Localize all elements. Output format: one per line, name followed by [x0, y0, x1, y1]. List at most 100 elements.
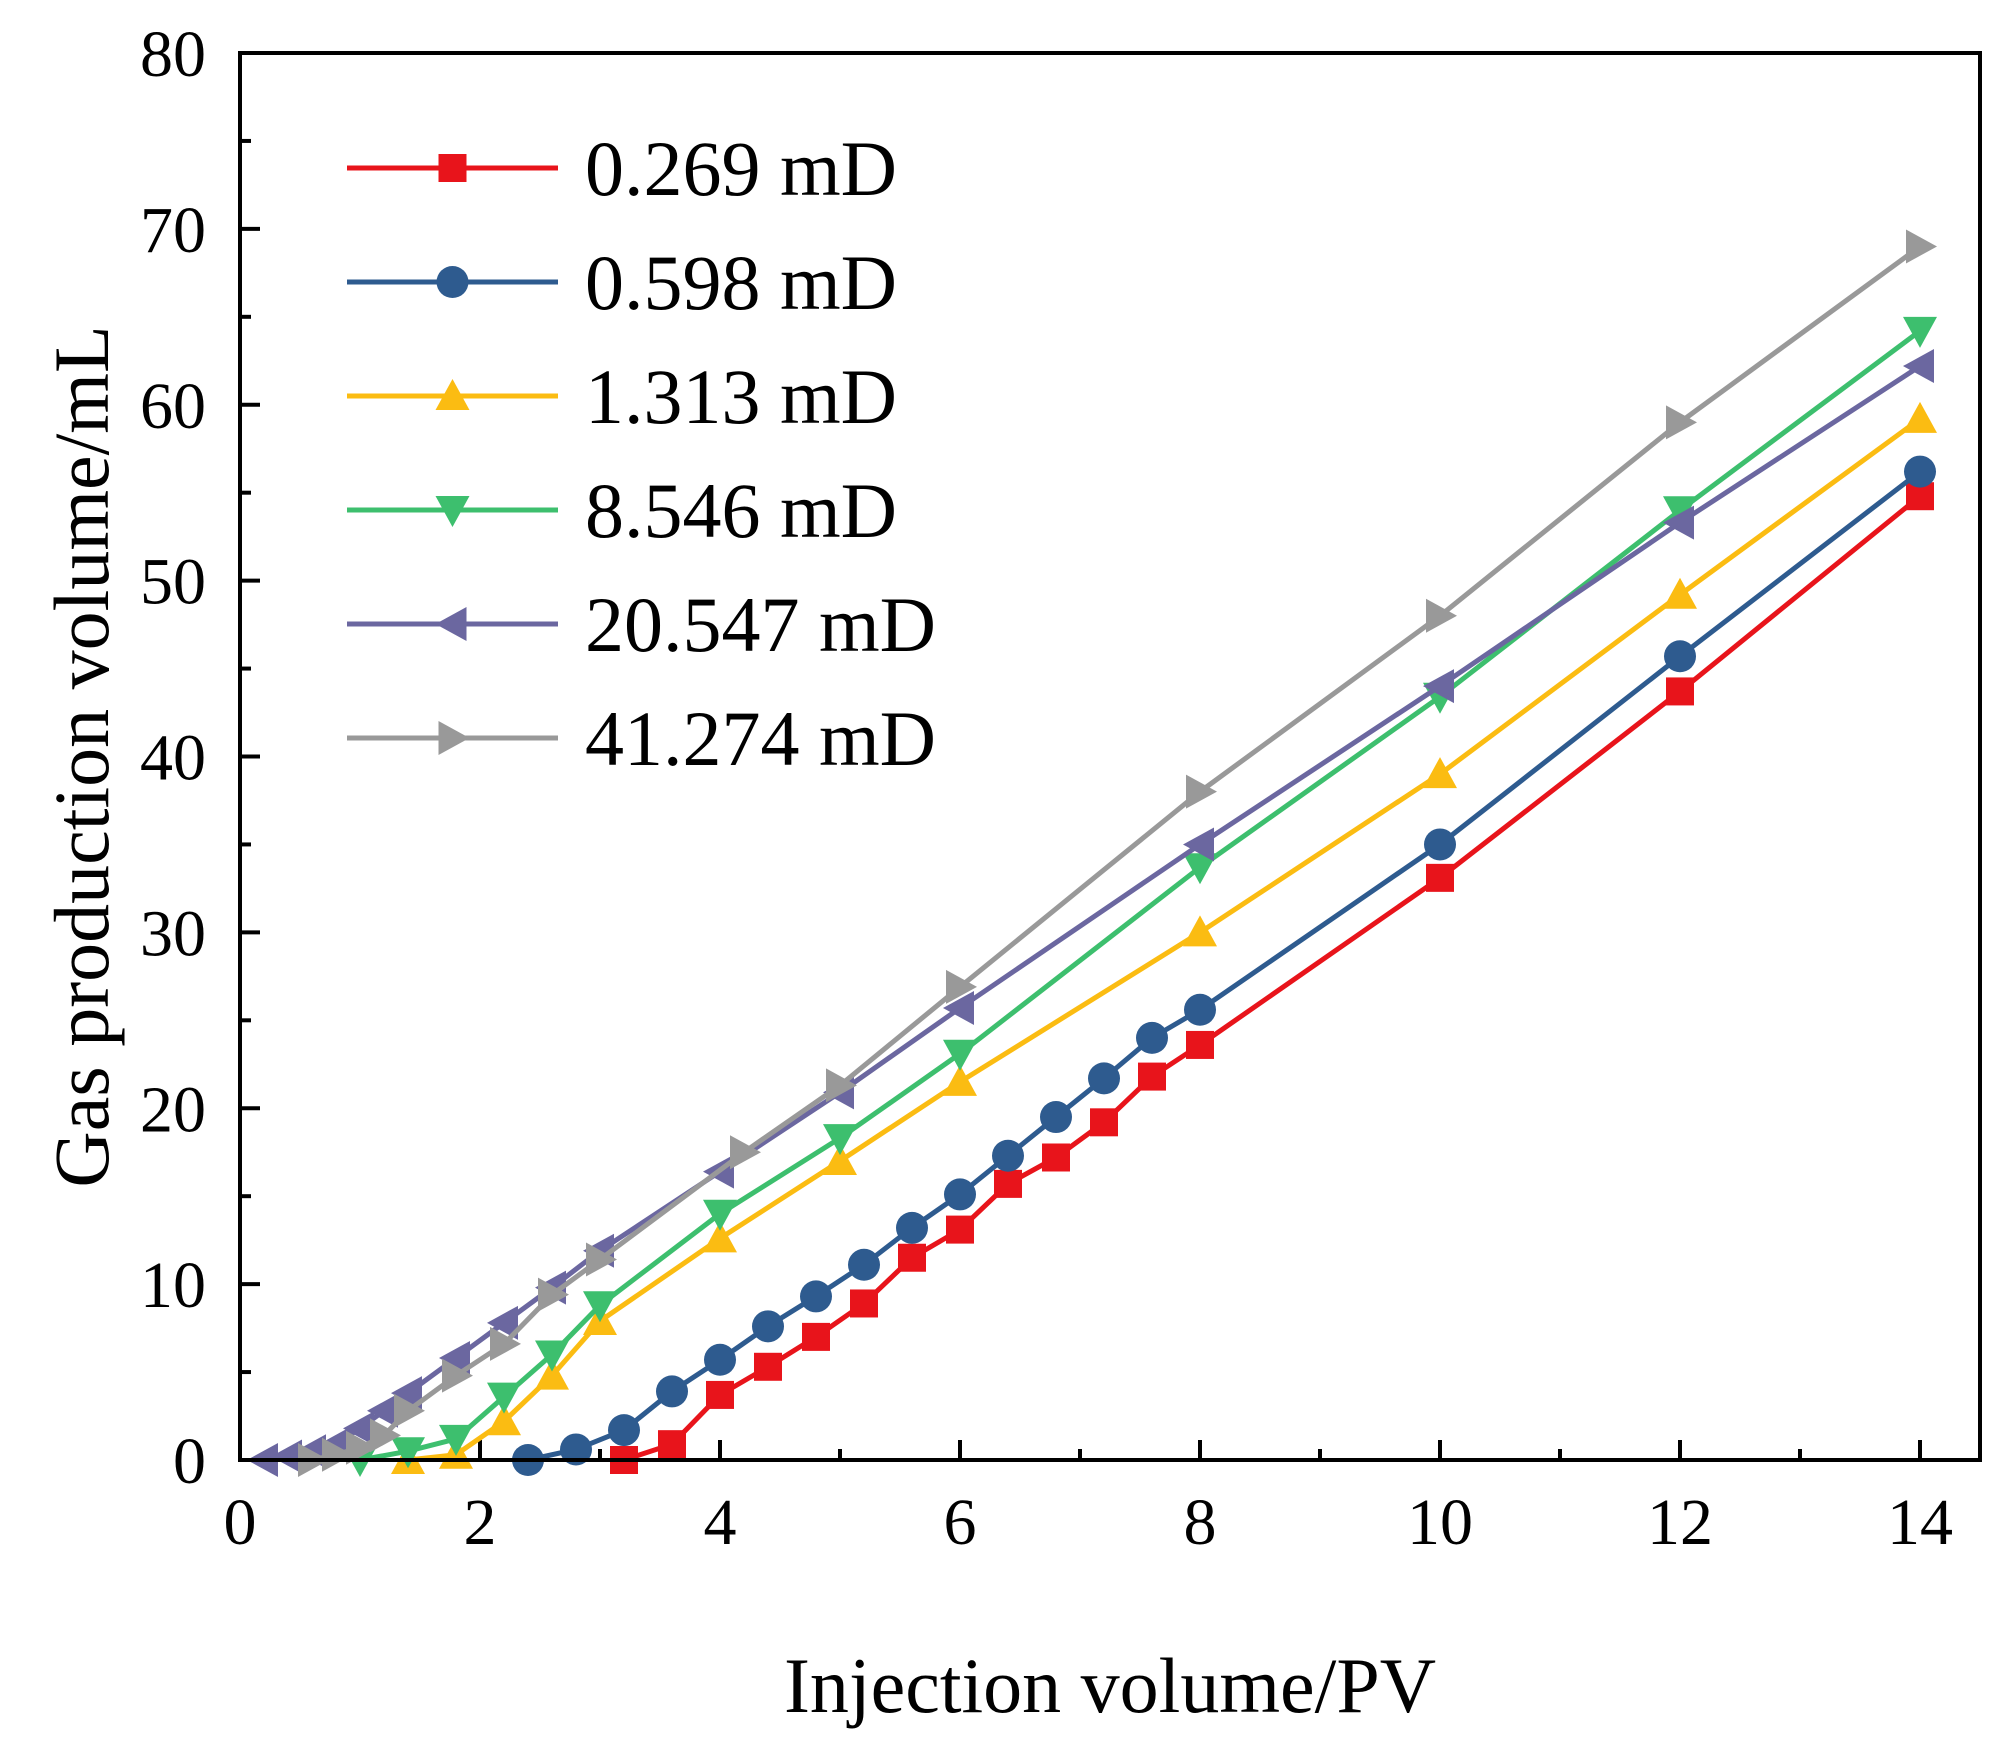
legend-label: 0.269 mD — [585, 125, 897, 212]
data-point — [586, 1242, 617, 1277]
y-tick-label: 50 — [140, 546, 206, 619]
data-point — [704, 1343, 736, 1376]
data-point — [703, 1221, 737, 1253]
data-point — [800, 1280, 832, 1313]
data-point — [1423, 757, 1457, 789]
data-point — [898, 1243, 926, 1272]
series-line — [623, 494, 1922, 1463]
series-line — [263, 364, 1922, 1463]
data-point — [1042, 1143, 1070, 1172]
y-tick-label: 70 — [140, 194, 206, 267]
data-point — [535, 1340, 569, 1372]
legend-marker — [435, 496, 470, 527]
y-tick-label: 40 — [140, 722, 206, 795]
data-point — [1663, 577, 1697, 609]
series-3 — [391, 401, 1937, 1474]
data-point — [994, 1169, 1022, 1198]
data-point — [946, 969, 977, 1004]
legend-marker — [435, 607, 467, 641]
data-point — [1423, 669, 1454, 704]
x-tick-label: 2 — [464, 1486, 497, 1559]
data-point — [943, 1064, 977, 1096]
data-point — [439, 1340, 470, 1375]
data-point — [706, 1380, 734, 1409]
data-point — [1903, 316, 1937, 348]
data-point — [850, 1289, 878, 1318]
data-point — [1186, 1030, 1214, 1059]
data-point — [1663, 505, 1694, 540]
data-point — [343, 1411, 374, 1446]
plot-frame — [238, 51, 1982, 1462]
data-point — [754, 1352, 782, 1381]
data-point — [1906, 229, 1937, 264]
data-point — [439, 1424, 473, 1456]
legend-item: 0.269 mD — [347, 125, 897, 212]
data-point — [1664, 640, 1696, 673]
series-2 — [512, 455, 1936, 1476]
data-point — [1183, 827, 1214, 862]
data-point — [560, 1433, 592, 1466]
legend-item: 1.313 mD — [347, 353, 897, 440]
data-point — [391, 1437, 425, 1469]
x-tick-label: 14 — [1887, 1486, 1953, 1559]
legend-marker — [436, 266, 469, 298]
series-6 — [298, 229, 1937, 1477]
legend-label: 0.598 mD — [585, 239, 897, 326]
data-point — [944, 1178, 976, 1211]
x-axis-title: Injection volume/PV — [784, 1642, 1436, 1729]
series-1 — [610, 482, 1934, 1474]
data-point — [1088, 1062, 1120, 1095]
data-point — [535, 1358, 569, 1390]
data-point — [1666, 405, 1697, 440]
data-point — [823, 1124, 857, 1156]
data-point — [1184, 993, 1216, 1026]
data-point — [1136, 1021, 1168, 1054]
data-point — [538, 1277, 569, 1312]
data-point — [1138, 1062, 1166, 1091]
data-point — [703, 1199, 737, 1231]
data-point — [391, 1376, 422, 1411]
legend-item: 8.546 mD — [347, 467, 897, 554]
data-point — [946, 1215, 974, 1244]
y-tick-label: 0 — [173, 1425, 206, 1498]
data-point — [802, 1322, 830, 1351]
data-point — [346, 1430, 377, 1465]
y-tick-label: 80 — [140, 18, 206, 91]
data-point — [1040, 1101, 1072, 1134]
legend-marker — [438, 721, 470, 755]
data-point — [608, 1414, 640, 1447]
data-point — [826, 1068, 857, 1103]
data-point — [896, 1211, 928, 1244]
data-point — [848, 1248, 880, 1281]
x-tick-label: 10 — [1407, 1486, 1473, 1559]
data-point — [658, 1430, 686, 1459]
series-5 — [247, 349, 1934, 1477]
data-point — [487, 1404, 521, 1436]
tick-labels: 0 2 4 6 8 10 12 14 0 10 20 30 40 50 60 70 80 — [140, 18, 1953, 1559]
data-point — [1424, 828, 1456, 861]
y-tick-label: 10 — [140, 1249, 206, 1322]
data-point — [583, 1291, 617, 1323]
data-point — [1903, 401, 1937, 433]
legend-label: 8.546 mD — [585, 467, 897, 554]
legend-label: 20.547 mD — [585, 581, 936, 668]
data-point — [322, 1437, 353, 1472]
x-tick-label: 6 — [944, 1486, 977, 1559]
data-point — [487, 1382, 521, 1414]
y-tick-label: 60 — [140, 370, 206, 443]
y-axis-title: Gas production volume/mL — [38, 325, 125, 1187]
data-point — [1663, 496, 1697, 528]
legend-item: 0.598 mD — [347, 239, 897, 326]
legend-marker — [435, 379, 470, 410]
data-point — [730, 1135, 761, 1170]
series-line — [407, 416, 1922, 1463]
data-point — [943, 991, 974, 1026]
data-point — [487, 1305, 518, 1340]
legend-item: 41.274 mD — [347, 695, 936, 782]
data-point — [752, 1310, 784, 1343]
data-point — [1183, 853, 1217, 885]
series-layer — [247, 229, 1937, 1477]
data-point — [1666, 677, 1694, 706]
